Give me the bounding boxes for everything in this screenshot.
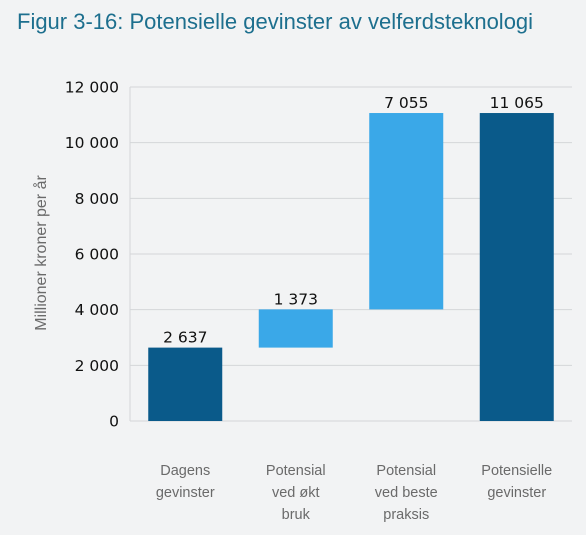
y-tick-label: 8 000 <box>75 190 119 208</box>
bar <box>479 113 554 421</box>
category-label: gevinster <box>156 485 215 501</box>
y-tick-label: 12 000 <box>65 79 119 97</box>
category-label: Dagens <box>160 463 210 479</box>
y-tick-label: 2 000 <box>75 357 119 375</box>
data-label: 2 637 <box>163 329 207 347</box>
y-axis-title: Millioner kroner per år <box>32 175 50 331</box>
data-label: 7 055 <box>384 94 428 112</box>
category-label: Potensielle <box>481 463 552 479</box>
bar <box>369 113 444 310</box>
value-labels: 2 637 1 373 7 055 11 065 <box>163 94 544 347</box>
category-label: bruk <box>282 507 311 523</box>
category-label: praksis <box>383 507 429 523</box>
category-label: ved økt <box>272 485 320 501</box>
y-tick-label: 10 000 <box>65 134 119 152</box>
category-labels: Dagens gevinster Potensial ved økt bruk Poten… <box>156 463 552 523</box>
category-label: ved beste <box>375 485 438 501</box>
data-label: 1 373 <box>274 290 318 308</box>
y-tick-label: 6 000 <box>75 246 119 264</box>
chart-title: Figur 3-16: Potensielle gevinster av vel… <box>17 9 534 34</box>
data-label: 11 065 <box>490 94 544 112</box>
y-axis-ticks: 0 2 000 4 000 6 000 8 000 10 000 12 000 <box>65 79 119 431</box>
y-tick-label: 4 000 <box>75 301 119 319</box>
category-label: Potensial <box>266 463 326 479</box>
y-tick-label: 0 <box>109 413 119 431</box>
bar <box>148 347 223 421</box>
category-label: gevinster <box>487 485 546 501</box>
category-label: Potensial <box>376 463 436 479</box>
bars <box>148 113 554 421</box>
bar <box>258 309 333 348</box>
